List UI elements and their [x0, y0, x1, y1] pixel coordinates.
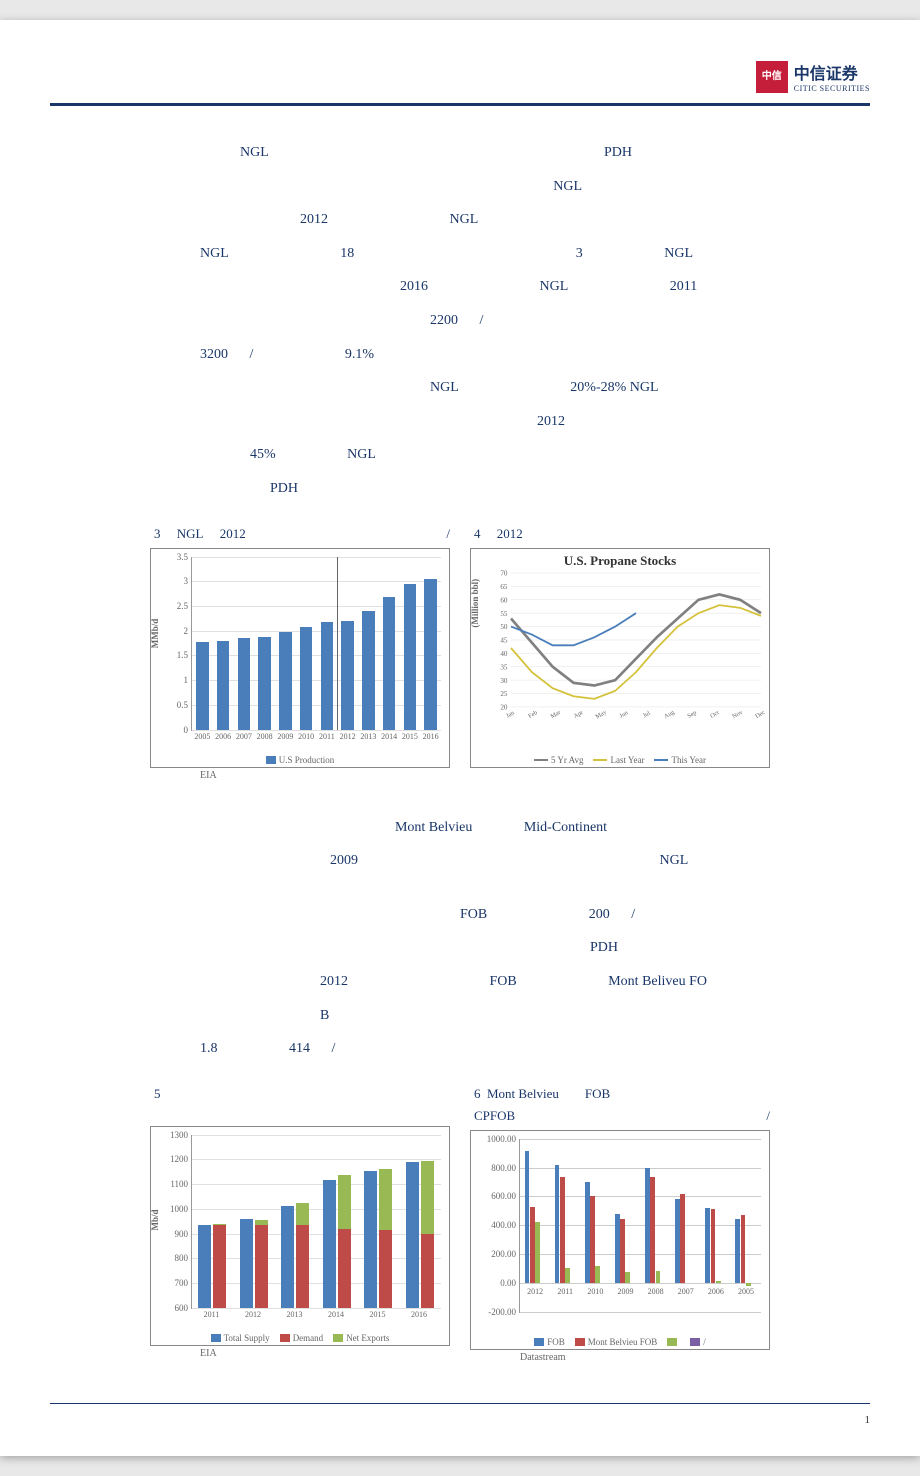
header-rule	[50, 103, 870, 106]
svg-text:Dec: Dec	[754, 708, 766, 719]
txt: Mont Belvieu	[395, 820, 472, 835]
txt: /	[250, 347, 254, 362]
txt: FOB	[490, 974, 517, 989]
svg-text:40: 40	[500, 650, 508, 658]
txt: NGL	[660, 853, 689, 868]
svg-text:35: 35	[500, 663, 508, 671]
txt: NGL	[664, 246, 693, 261]
chart3-ylabel: Mb/d	[150, 1209, 160, 1230]
footer-rule	[50, 1403, 870, 1404]
txt: /	[332, 1041, 336, 1056]
svg-text:Aug: Aug	[663, 708, 676, 719]
chart4-caption-2: CPFOB /	[470, 1108, 770, 1126]
chart2-title: U.S. Propane Stocks	[471, 549, 769, 569]
txt: Mid-Continent	[524, 820, 607, 835]
txt: /	[631, 907, 635, 922]
txt: NGL	[540, 279, 569, 294]
chart3-supply-demand: Mb/d 60070080090010001100120013002011201…	[150, 1126, 450, 1346]
txt: NGL	[240, 136, 269, 170]
txt: 2011	[670, 279, 697, 294]
svg-text:Nov: Nov	[731, 708, 745, 720]
txt: PDH	[270, 481, 298, 496]
chart1-ngl-production: MMb/d 00.511.522.533.5200520062007200820…	[150, 548, 450, 768]
txt: PDH	[604, 136, 632, 170]
document-page: 中信 中信证券 CITIC SECURITIES NGL PDH NGL 201…	[0, 20, 920, 1456]
body-paragraph-1: NGL PDH NGL 2012 NGL NGL 18 3 NGL 2016 N…	[50, 136, 870, 506]
citic-logo-en: CITIC SECURITIES	[794, 84, 870, 93]
chart3-legend: Total SupplyDemandNet Exports	[151, 1333, 449, 1343]
svg-text:25: 25	[500, 690, 508, 698]
txt: NGL	[553, 179, 582, 194]
txt: 20%-28% NGL	[570, 380, 658, 395]
chart3-source: EIA	[150, 1348, 450, 1359]
txt: 2009	[330, 853, 358, 868]
chart3-caption: 5	[150, 1086, 450, 1104]
txt: NGL	[347, 447, 376, 462]
svg-text:Apr: Apr	[572, 708, 585, 719]
txt: NGL	[200, 246, 229, 261]
txt: 9.1%	[345, 347, 374, 362]
txt: 45%	[250, 447, 276, 462]
svg-text:30: 30	[500, 676, 508, 684]
svg-text:Jul: Jul	[642, 709, 652, 719]
txt: 2012	[537, 414, 565, 429]
txt: 414	[289, 1041, 310, 1056]
svg-text:60: 60	[500, 596, 508, 604]
txt: FOB	[460, 907, 487, 922]
chart4-caption: 6 Mont Belvieu FOB	[470, 1086, 770, 1104]
svg-text:Feb: Feb	[527, 709, 539, 720]
svg-text:65: 65	[500, 583, 508, 591]
txt: NGL	[450, 212, 479, 227]
chart1-caption: 3 NGL 2012 /	[150, 526, 450, 544]
svg-text:70: 70	[500, 569, 508, 577]
charts-row-1: 3 NGL 2012 / MMb/d 00.511.522.533.520052…	[50, 526, 870, 781]
chart2-legend: 5 Yr AvgLast YearThis Year	[471, 755, 769, 765]
svg-text:May: May	[594, 708, 608, 720]
chart2-caption: 4 2012	[470, 526, 770, 544]
txt: /	[480, 313, 484, 328]
chart4-legend: FOBMont Belvieu FOB/	[471, 1337, 769, 1347]
txt: 3	[576, 246, 583, 261]
citic-logo-cn: 中信证券	[794, 60, 870, 84]
txt: 18	[340, 246, 354, 261]
svg-text:Sep: Sep	[686, 709, 698, 720]
txt: 2016	[400, 279, 428, 294]
chart2-ylabel: (Million bbl)	[470, 578, 480, 627]
svg-text:Oct: Oct	[709, 709, 721, 720]
txt: 2012	[300, 212, 328, 227]
page-number: 1	[50, 1414, 870, 1426]
svg-text:Mar: Mar	[549, 708, 562, 720]
txt: 1.8	[200, 1041, 218, 1056]
svg-text:20: 20	[500, 703, 508, 711]
citic-logo-seal: 中信	[756, 61, 788, 93]
txt: 2012	[320, 974, 348, 989]
chart2-propane-stocks: U.S. Propane Stocks (Million bbl) 202530…	[470, 548, 770, 768]
txt: 200	[589, 907, 610, 922]
chart4-fob-prices: -200.000.00200.00400.00600.00800.001000.…	[470, 1130, 770, 1350]
body-paragraph-2: Mont Belvieu Mid-Continent 2009 NGL FOB …	[50, 811, 870, 1066]
txt: 3200	[200, 347, 228, 362]
chart1-legend: U.S Production	[151, 755, 449, 765]
svg-text:50: 50	[500, 623, 508, 631]
header-logo: 中信 中信证券 CITIC SECURITIES	[50, 60, 870, 103]
txt: NGL	[430, 380, 459, 395]
svg-text:Jun: Jun	[618, 708, 630, 719]
svg-text:55: 55	[500, 609, 508, 617]
charts-row-2: 5 Mb/d 600700800900100011001200130020112…	[50, 1086, 870, 1363]
chart1-ylabel: MMb/d	[150, 618, 160, 648]
txt: 2200	[430, 313, 458, 328]
txt: PDH	[590, 940, 618, 955]
chart4-source: Datastream	[470, 1352, 770, 1363]
chart1-source: EIA	[150, 770, 450, 781]
svg-text:45: 45	[500, 636, 508, 644]
chart2-svg: 2025303540455055606570JanFebMarAprMayJun…	[511, 573, 761, 707]
